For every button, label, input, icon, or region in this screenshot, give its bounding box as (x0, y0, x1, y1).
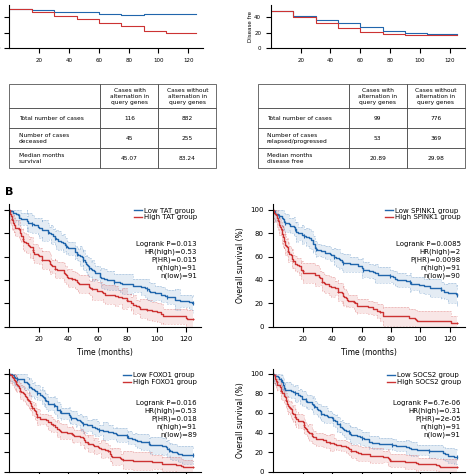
Text: Logrank P=0.0085
HR(high)=2
P(HR)=0.0098
n(high)=91
n(low)=90: Logrank P=0.0085 HR(high)=2 P(HR)=0.0098… (396, 241, 461, 279)
Y-axis label: Overall survival (%): Overall survival (%) (236, 383, 245, 458)
Y-axis label: Overall survival (%): Overall survival (%) (236, 228, 245, 303)
Legend: Low SPINK1 group, High SPINK1 group: Low SPINK1 group, High SPINK1 group (385, 208, 461, 220)
Y-axis label: Disease fre: Disease fre (248, 11, 253, 42)
Text: Logrank P=0.013
HR(high)=0.53
P(HR)=0.015
n(high)=91
n(low)=91: Logrank P=0.013 HR(high)=0.53 P(HR)=0.01… (136, 241, 197, 279)
Text: Logrank P=6.7e-06
HR(high)=0.31
P(HR)=2e-05
n(high)=91
n(low)=91: Logrank P=6.7e-06 HR(high)=0.31 P(HR)=2e… (393, 400, 461, 438)
Legend: Low FOXO1 group, High FOXO1 group: Low FOXO1 group, High FOXO1 group (123, 373, 197, 385)
Text: Logrank P=0.016
HR(high)=0.53
P(HR)=0.018
n(high)=91
n(low)=89: Logrank P=0.016 HR(high)=0.53 P(HR)=0.01… (136, 400, 197, 438)
X-axis label: Time (months): Time (months) (77, 348, 133, 357)
Text: B: B (5, 187, 13, 197)
X-axis label: Time (months): Time (months) (341, 348, 397, 357)
Legend: Low SOCS2 group, High SOCS2 group: Low SOCS2 group, High SOCS2 group (386, 373, 461, 385)
Legend: Low TAT group, High TAT group: Low TAT group, High TAT group (134, 208, 197, 220)
